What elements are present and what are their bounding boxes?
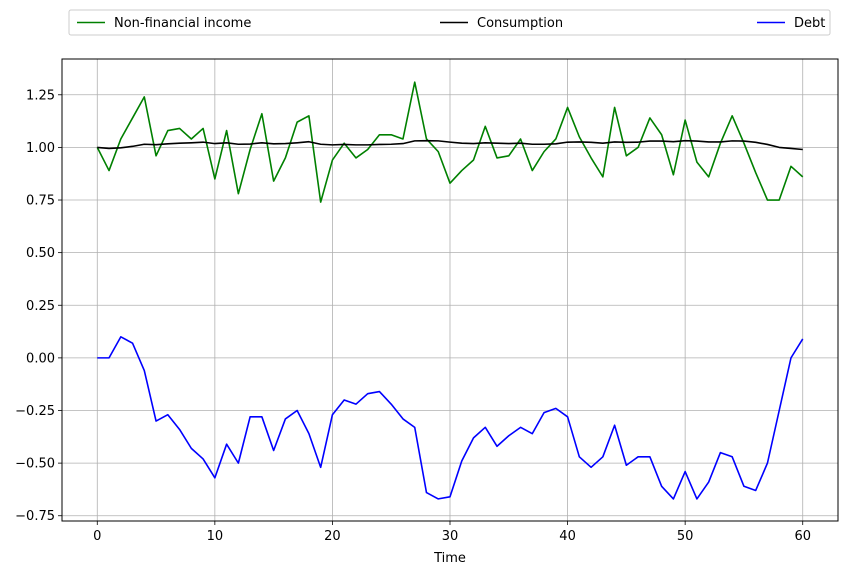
y-tick-label: −0.75 (15, 509, 55, 524)
series-line-1 (97, 139, 803, 151)
legend: Non-financial income Consumption Debt (68, 9, 831, 36)
y-tick-label: 1.00 (26, 141, 55, 156)
y-tick-label: 0.25 (26, 299, 55, 314)
y-tick-label: 0.75 (26, 194, 55, 209)
legend-label-0: Non-financial income (114, 16, 251, 31)
x-tick-label: 20 (324, 529, 341, 544)
x-tick-label: 0 (93, 529, 101, 544)
x-tick-label: 40 (559, 529, 576, 544)
y-axis: −0.75 −0.50 −0.25 0.00 0.25 0.50 0.75 1.00 1.25 (15, 88, 62, 524)
y-tick-label: 0.50 (26, 246, 55, 261)
x-tick-label: 10 (207, 529, 224, 544)
y-tick-label: 1.25 (26, 88, 55, 103)
x-tick-label: 30 (442, 529, 459, 544)
legend-label-1: Consumption (477, 16, 563, 31)
x-axis-label: Time (433, 551, 466, 566)
y-tick-label: −0.50 (15, 457, 55, 472)
x-tick-label: 60 (794, 529, 811, 544)
y-tick-label: −0.25 (15, 404, 55, 419)
grid (62, 59, 838, 521)
x-axis: 0 10 20 30 40 50 60 (93, 521, 811, 544)
x-tick-label: 50 (677, 529, 694, 544)
series-line-0 (96, 81, 804, 203)
y-tick-label: 0.00 (26, 351, 55, 366)
legend-label-2: Debt (794, 16, 825, 31)
series-lines (96, 81, 804, 500)
series-line-2 (97, 336, 804, 500)
